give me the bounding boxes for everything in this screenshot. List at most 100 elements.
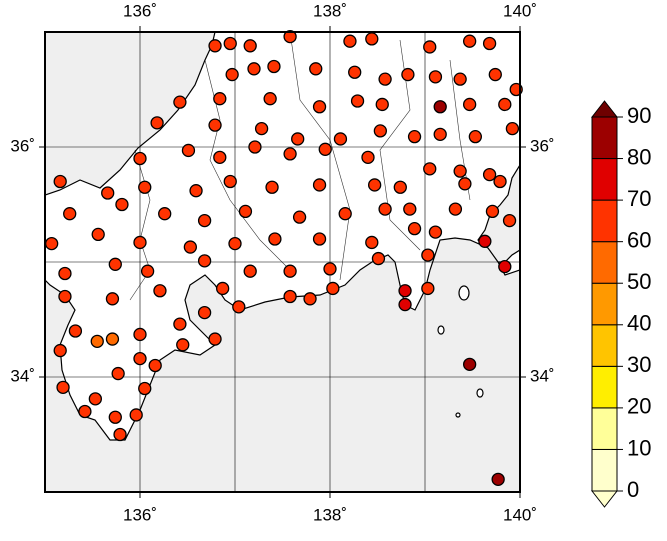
station	[403, 202, 417, 216]
colorbar-swatch	[591, 158, 618, 201]
border	[204, 59, 291, 271]
station	[213, 92, 227, 106]
station	[223, 174, 237, 189]
station	[238, 204, 253, 219]
station	[482, 167, 497, 182]
station	[248, 140, 262, 154]
station	[183, 240, 198, 254]
station	[115, 197, 129, 212]
station	[407, 221, 422, 236]
station	[176, 338, 190, 352]
station	[45, 236, 59, 251]
border	[379, 39, 421, 251]
island	[437, 325, 445, 335]
colorbar-label: 90	[627, 103, 651, 128]
station	[378, 72, 392, 86]
station	[373, 124, 388, 138]
station	[283, 264, 297, 278]
colorbar-swatch	[591, 241, 618, 284]
station	[197, 305, 212, 320]
station	[462, 34, 477, 48]
station	[312, 100, 327, 114]
y-tick-label: 34˚	[530, 366, 555, 385]
colorbar-swatch	[591, 365, 618, 409]
y-tick-label: 36˚	[530, 136, 555, 155]
station	[348, 65, 362, 79]
station	[58, 289, 72, 304]
colorbar-label: 60	[627, 227, 651, 252]
station	[78, 404, 92, 419]
station	[268, 232, 282, 246]
station	[138, 381, 152, 396]
station	[53, 174, 67, 189]
station	[350, 94, 365, 108]
station	[108, 410, 122, 424]
station	[63, 207, 77, 221]
station	[213, 150, 227, 165]
frame	[44, 31, 521, 493]
colorbar-label: 70	[627, 186, 651, 211]
station	[111, 366, 125, 381]
station	[468, 129, 483, 144]
station	[375, 97, 389, 112]
station	[433, 127, 447, 142]
station	[228, 236, 242, 251]
station	[208, 39, 222, 53]
station	[283, 29, 297, 44]
station	[421, 281, 435, 296]
station	[428, 225, 443, 239]
station	[291, 132, 305, 146]
station	[68, 324, 83, 338]
colorbar-label: 50	[627, 269, 651, 294]
station	[458, 177, 472, 191]
station	[283, 289, 297, 304]
station	[150, 116, 164, 130]
station	[129, 408, 143, 422]
colorbar: 0 10 20 30 40 50 60 70 80 90	[590, 100, 651, 508]
station	[208, 332, 222, 346]
station	[232, 300, 246, 314]
station	[303, 292, 317, 306]
station	[401, 67, 415, 82]
station	[263, 92, 277, 106]
station	[173, 317, 187, 331]
station	[197, 213, 212, 228]
colorbar-swatch	[591, 282, 618, 326]
station	[312, 232, 327, 246]
station	[243, 39, 257, 53]
station	[407, 129, 422, 144]
station	[398, 297, 412, 312]
station	[502, 213, 517, 228]
station	[343, 34, 357, 48]
station	[91, 227, 105, 242]
x-tick-label: 136˚	[123, 505, 157, 524]
station	[254, 121, 269, 136]
station	[309, 62, 323, 76]
station	[393, 180, 407, 194]
station	[223, 36, 237, 51]
station	[133, 351, 147, 366]
station	[365, 32, 379, 46]
station	[361, 150, 375, 165]
station	[423, 162, 437, 176]
station	[498, 97, 512, 112]
station	[485, 204, 500, 219]
station	[365, 235, 379, 250]
station	[326, 281, 340, 296]
station	[338, 207, 352, 221]
y-tick-label: 36˚	[10, 136, 35, 155]
colorbar-label: 80	[627, 144, 651, 169]
colorbar-label: 30	[627, 352, 651, 377]
island	[455, 412, 461, 418]
station	[453, 72, 467, 86]
station	[108, 257, 122, 271]
station	[378, 202, 392, 216]
station	[56, 380, 70, 395]
station	[398, 284, 412, 298]
island	[458, 285, 470, 301]
station	[312, 178, 327, 192]
station	[243, 264, 257, 278]
colorbar-label: 0	[627, 477, 639, 502]
station	[493, 174, 507, 189]
